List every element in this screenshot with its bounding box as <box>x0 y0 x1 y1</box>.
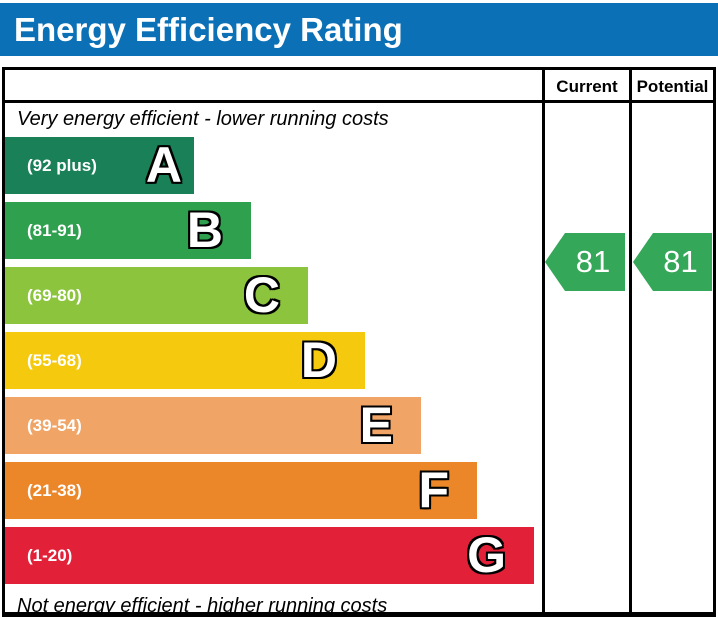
potential-column: Potential 81 <box>629 70 713 612</box>
rating-band-b: (81-91) B <box>5 202 251 259</box>
band-range-label: (81-91) <box>27 220 82 240</box>
potential-rating-value: 81 <box>663 244 698 279</box>
rating-band-d: (55-68) D <box>5 332 365 389</box>
current-rating-value: 81 <box>575 244 611 279</box>
caption-very-efficient: Very energy efficient - lower running co… <box>17 108 389 130</box>
bands-column-header <box>5 70 542 103</box>
caption-not-efficient: Not energy efficient - higher running co… <box>17 595 388 612</box>
rating-band-c: (69-80) C <box>5 267 308 324</box>
band-range-label: (39-54) <box>27 415 82 435</box>
potential-rating-arrow: 81 <box>633 233 712 291</box>
band-range-label: (21-38) <box>27 480 82 500</box>
rating-band-a: (92 plus) A <box>5 137 194 194</box>
rating-band-e: (39-54) E <box>5 397 421 454</box>
rating-band-f: (21-38) F <box>5 462 477 519</box>
bands-column-body: Very energy efficient - lower running co… <box>5 103 542 612</box>
current-rating-arrow: 81 <box>545 233 625 291</box>
band-range-label: (1-20) <box>27 545 73 565</box>
current-column-body: 81 <box>545 103 629 612</box>
band-letter: D <box>300 331 337 388</box>
rating-band-g: (1-20) G <box>5 527 534 584</box>
page-title: Energy Efficiency Rating <box>0 3 718 56</box>
potential-column-header: Potential <box>632 70 713 103</box>
bands-column: Very energy efficient - lower running co… <box>5 70 542 612</box>
band-letter: E <box>359 396 393 453</box>
band-letter: C <box>243 266 280 323</box>
band-range-label: (69-80) <box>27 285 82 305</box>
band-range-label: (55-68) <box>27 350 82 370</box>
band-letter: G <box>467 526 506 583</box>
potential-column-body: 81 <box>632 103 713 612</box>
band-letter: F <box>418 461 449 518</box>
rating-table: Very energy efficient - lower running co… <box>2 67 716 617</box>
current-column: Current 81 <box>542 70 629 612</box>
band-range-label: (92 plus) <box>27 155 97 175</box>
band-letter: B <box>186 201 223 258</box>
band-letter: A <box>145 136 182 193</box>
current-column-header: Current <box>545 70 629 103</box>
